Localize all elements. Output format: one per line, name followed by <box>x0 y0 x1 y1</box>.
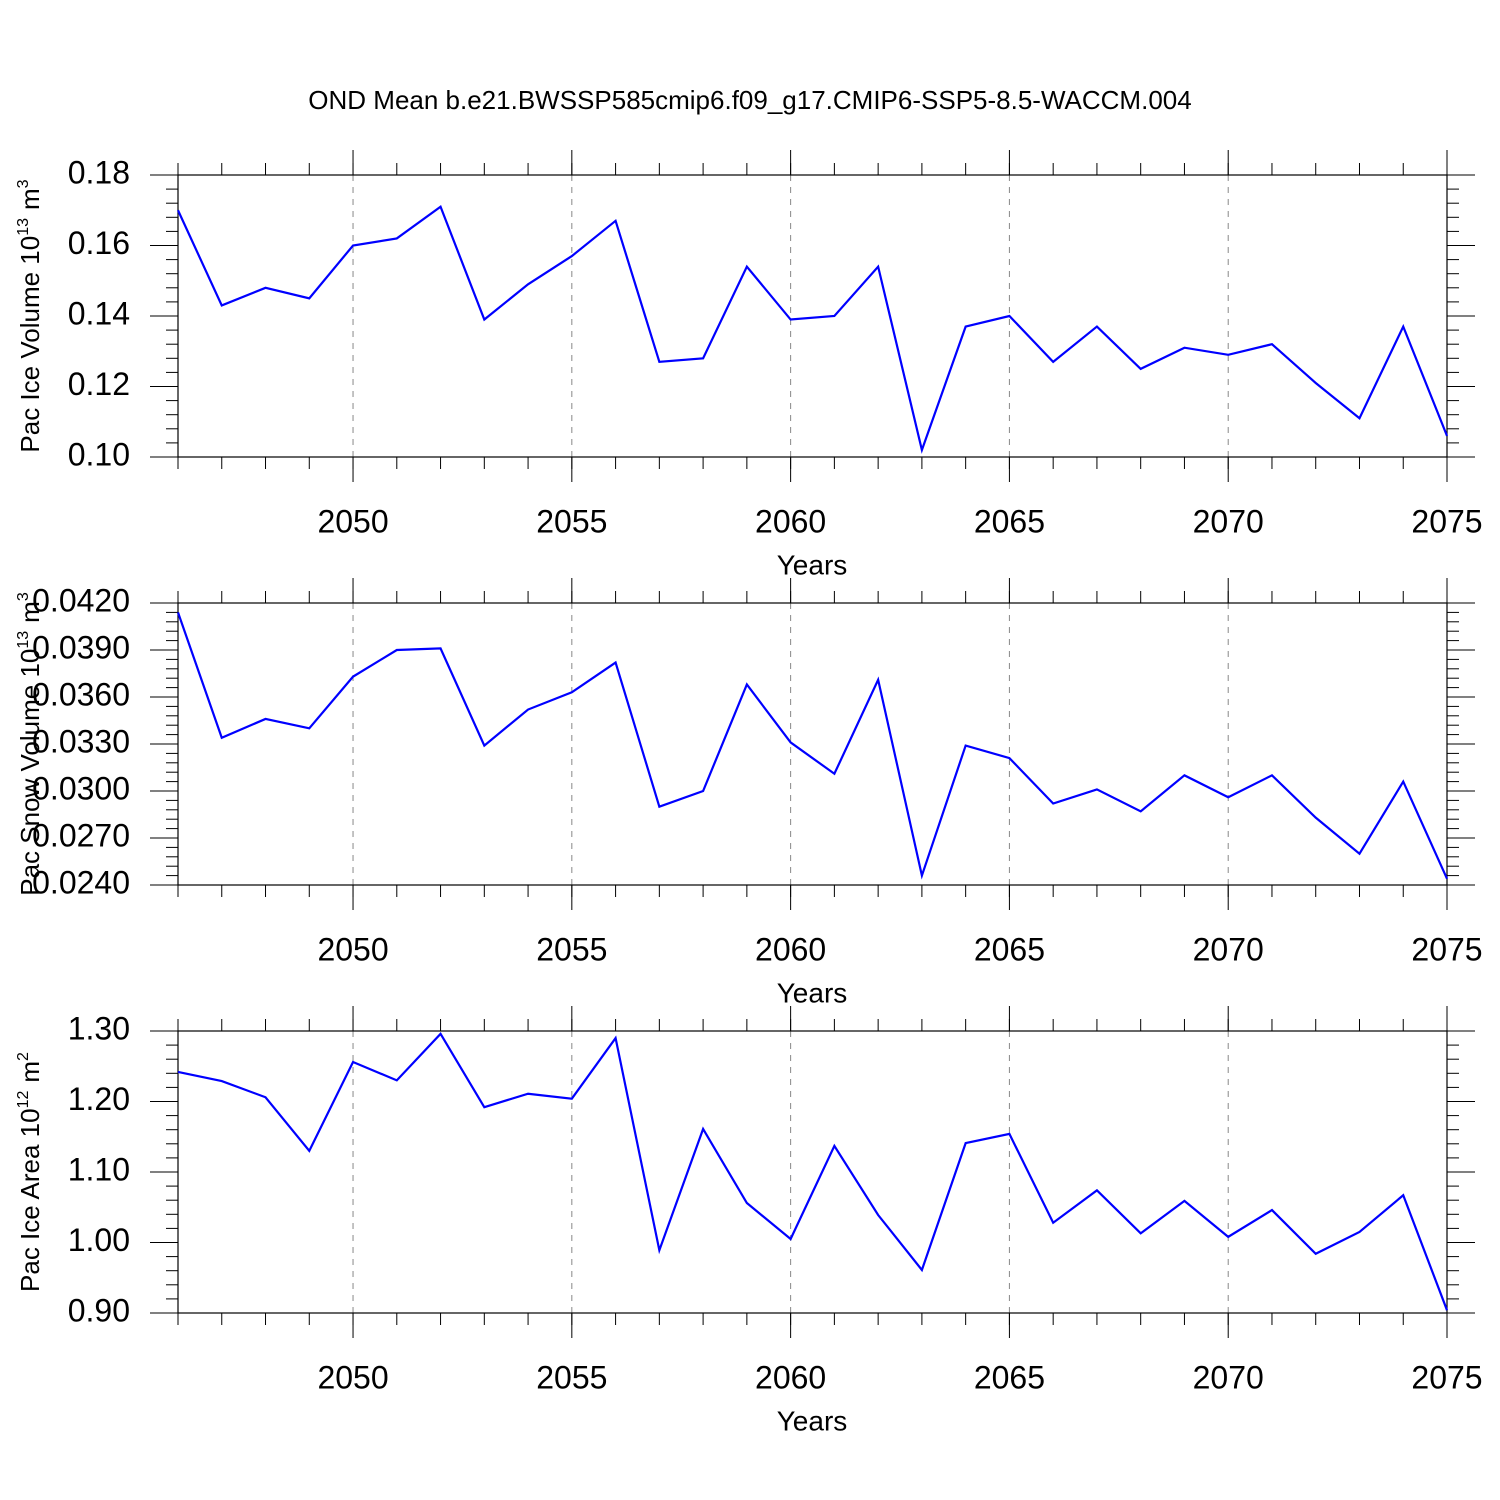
y-label-power: 13 <box>15 218 32 236</box>
x-tick-label: 2060 <box>755 931 826 967</box>
x-tick-label: 2075 <box>1411 1359 1482 1395</box>
y-tick-label: 1.10 <box>68 1151 130 1187</box>
y-label-unit-power: 3 <box>15 179 32 188</box>
y-tick-label: 0.0360 <box>32 676 130 712</box>
x-tick-label: 2065 <box>974 503 1045 539</box>
x-tick-label: 2060 <box>755 1359 826 1395</box>
plot-frame <box>177 174 1448 458</box>
plot-frame <box>177 602 1448 886</box>
x-tick-label: 2070 <box>1193 931 1264 967</box>
y-tick-label: 0.0390 <box>32 629 130 665</box>
y-label-unit: m <box>15 1061 45 1083</box>
y-tick-label: 0.12 <box>68 366 130 402</box>
y-label-unit-power: 3 <box>15 592 32 601</box>
y-tick-label: 0.90 <box>68 1292 130 1328</box>
x-tick-label: 2050 <box>317 1359 388 1395</box>
x-tick-label: 2070 <box>1193 1359 1264 1395</box>
y-label-unit: m <box>15 188 45 210</box>
y-tick-label: 0.0240 <box>32 864 130 900</box>
x-tick-label: 2050 <box>317 931 388 967</box>
x-tick-label: 2050 <box>317 503 388 539</box>
y-tick-label: 0.10 <box>68 436 130 472</box>
y-tick-label: 0.0300 <box>32 770 130 806</box>
y-label-power: 12 <box>15 1091 32 1109</box>
figure-title: OND Mean b.e21.BWSSP585cmip6.f09_g17.CMI… <box>308 85 1191 115</box>
y-label-text: Pac Ice Volume 10 <box>15 236 45 453</box>
y-tick-label: 0.0330 <box>32 723 130 759</box>
y-tick-label: 0.0420 <box>32 582 130 618</box>
y-axis-label: Pac Snow Volume 1013 m3 <box>15 592 45 896</box>
x-tick-label: 2055 <box>536 931 607 967</box>
x-tick-label: 2060 <box>755 503 826 539</box>
panel: 2050 2055 2060 2065 2070 2075 0.90 1.00 1.10 1.20… <box>15 1006 1483 1436</box>
y-tick-label: 0.14 <box>68 295 130 331</box>
y-tick-label: 0.18 <box>68 154 130 190</box>
panel: 2050 2055 2060 2065 2070 2075 0.10 0.12 0.14 0.16… <box>15 150 1483 580</box>
y-label-unit-power: 2 <box>15 1052 32 1061</box>
x-axis-label: Years <box>777 549 848 580</box>
data-line <box>177 204 1449 454</box>
data-line <box>176 612 1449 880</box>
x-tick-label: 2075 <box>1411 503 1482 539</box>
x-tick-label: 2065 <box>974 1359 1045 1395</box>
data-line <box>177 1032 1449 1311</box>
y-label-text: Pac Snow Volume 10 <box>15 649 45 896</box>
y-label-power: 13 <box>15 631 32 649</box>
x-tick-label: 2075 <box>1411 931 1482 967</box>
y-tick-label: 1.00 <box>68 1222 130 1258</box>
panel: 2050 2055 2060 2065 2070 2075 0.0240 0.0270 0.03… <box>15 578 1483 1008</box>
y-axis-label: Pac Ice Area 1012 m2 <box>15 1052 45 1292</box>
y-tick-label: 1.30 <box>68 1010 130 1046</box>
x-axis-label: Years <box>777 1405 848 1436</box>
y-tick-label: 0.0270 <box>32 817 130 853</box>
y-label-text: Pac Ice Area 10 <box>15 1108 45 1292</box>
x-axis-label: Years <box>777 977 848 1008</box>
x-tick-label: 2055 <box>536 503 607 539</box>
x-tick-label: 2065 <box>974 931 1045 967</box>
plot-frame <box>177 1030 1448 1314</box>
x-tick-label: 2055 <box>536 1359 607 1395</box>
y-tick-label: 1.20 <box>68 1081 130 1117</box>
y-axis-label: Pac Ice Volume 1013 m3 <box>15 179 45 452</box>
y-label-unit: m <box>15 601 45 623</box>
y-tick-label: 0.16 <box>68 225 130 261</box>
x-tick-label: 2070 <box>1193 503 1264 539</box>
